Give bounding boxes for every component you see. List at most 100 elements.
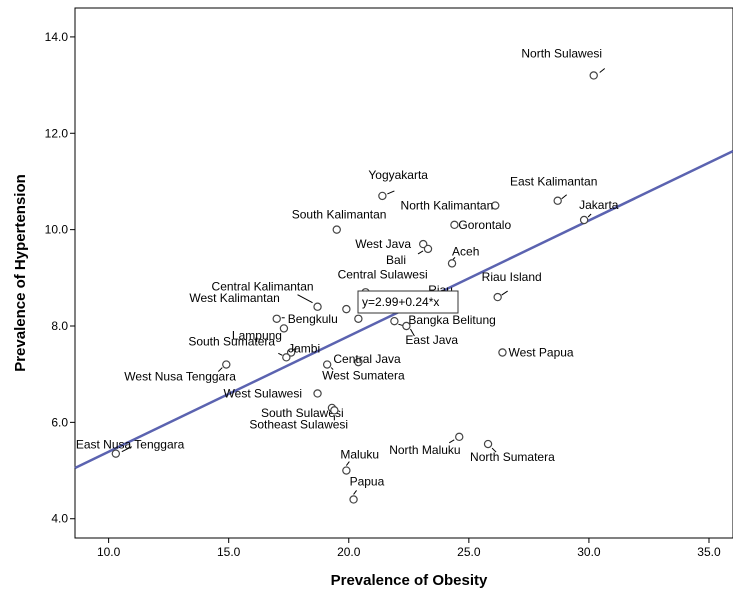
- point-marker: [313, 389, 322, 398]
- point-marker: [349, 495, 358, 504]
- point-marker: [111, 449, 121, 458]
- point-label: West Sumatera: [322, 369, 405, 383]
- point-label: Gorontalo: [458, 218, 511, 232]
- data-point: Central Kalimantan: [212, 280, 322, 311]
- point-marker: [342, 304, 351, 314]
- leader-line: [561, 194, 568, 200]
- point-marker: [402, 321, 411, 331]
- point-label: North Maluku: [389, 443, 460, 457]
- point-label: Central Sulawesi: [338, 267, 428, 281]
- data-point: North Kalimantan: [401, 199, 500, 213]
- leader-line: [278, 352, 283, 356]
- point-marker: [342, 466, 351, 475]
- point-label: East Kalimantan: [510, 175, 597, 189]
- point-label: Sotheast Sulawesi: [249, 417, 348, 431]
- data-point: Bengkulu: [272, 312, 338, 326]
- point-label: West Java: [355, 237, 411, 251]
- point-label: Yogyakarta: [368, 168, 428, 182]
- x-tick-label: 35.0: [697, 545, 721, 559]
- point-marker: [313, 302, 322, 311]
- data-point: Jakarta: [579, 198, 619, 225]
- y-tick-label: 14.0: [45, 30, 69, 44]
- point-marker: [493, 292, 502, 302]
- data-points: North Sulawesi Yogyakarta East Kalimantan N…: [76, 46, 619, 504]
- leader-line: [599, 68, 606, 73]
- point-label: North Sumatera: [470, 450, 555, 464]
- leader-line: [491, 447, 497, 453]
- leader-line: [330, 367, 334, 370]
- point-label: Papua: [350, 474, 385, 488]
- data-point: Maluku: [340, 448, 379, 475]
- y-axis-title: Prevalence of Hypertension: [12, 174, 29, 372]
- point-marker: [419, 239, 428, 249]
- data-point: West Kalimantan: [189, 291, 351, 314]
- point-marker: [378, 191, 387, 201]
- data-point: Gorontalo: [450, 218, 511, 232]
- point-marker: [354, 314, 363, 323]
- point-marker: [447, 259, 457, 268]
- leader-line: [121, 446, 133, 453]
- data-point: Bali: [386, 244, 433, 267]
- point-marker: [282, 353, 291, 362]
- point-label: West Sulawesi: [224, 386, 302, 400]
- point-marker: [455, 432, 464, 442]
- x-tick-label: 25.0: [457, 545, 481, 559]
- data-point: West Sulawesi: [224, 386, 322, 400]
- equation-label: y=2.99+0.24*x: [362, 295, 439, 309]
- point-label: West Kalimantan: [189, 291, 280, 305]
- plot-frame: [74, 7, 733, 539]
- point-marker: [332, 225, 341, 234]
- leader-line: [409, 328, 415, 337]
- point-marker: [491, 201, 500, 210]
- data-point: South Sumatera: [188, 334, 291, 362]
- data-point: North Sulawesi: [521, 46, 606, 80]
- leader-line: [345, 461, 350, 466]
- leader-line: [417, 250, 424, 255]
- point-label: South Sumatera: [188, 334, 275, 348]
- data-point: West Java: [355, 237, 428, 251]
- point-label: South Kalimantan: [292, 208, 387, 222]
- plot-area-border: [74, 7, 733, 539]
- data-point: North Maluku: [389, 432, 464, 457]
- point-label: West Papua: [508, 346, 573, 360]
- leader-line: [353, 490, 357, 495]
- point-marker: [322, 360, 332, 369]
- data-point: Papua: [349, 474, 385, 504]
- data-point: Bangka Belitung: [390, 313, 496, 328]
- data-point: Yogyakarta: [368, 168, 428, 201]
- point-label: North Sulawesi: [521, 46, 602, 60]
- point-label: Jambi: [288, 342, 320, 356]
- leader-line: [297, 294, 313, 304]
- point-label: South Sulawesi: [261, 406, 344, 420]
- point-label: Riau Island: [482, 270, 542, 284]
- point-marker: [222, 360, 231, 369]
- data-point: Jambi: [286, 342, 320, 357]
- data-point: Riau Island: [482, 270, 542, 302]
- data-point: East Nusa Tenggara: [76, 438, 185, 458]
- data-point: Sotheast Sulawesi: [249, 406, 348, 431]
- point-marker: [390, 316, 399, 326]
- point-marker: [553, 196, 562, 205]
- point-label: Bengkulu: [288, 312, 338, 326]
- leader-line: [217, 367, 223, 372]
- point-label: Maluku: [340, 448, 379, 462]
- point-label: Central Java: [333, 352, 401, 366]
- data-point: Aceh: [447, 244, 479, 268]
- point-label: Central Kalimantan: [212, 280, 314, 294]
- point-label: West Nusa Tenggara: [124, 370, 236, 384]
- data-point: West Nusa Tenggara: [124, 360, 236, 384]
- data-point: West Sumatera: [322, 360, 405, 383]
- leader-line: [452, 257, 456, 260]
- point-marker: [450, 220, 459, 230]
- axis-ticks: 10.0 15.0 20.0 25.0 30.0 35.0 4.0 6.0 8.0 10.0 12.…: [45, 30, 721, 559]
- point-marker: [354, 357, 363, 367]
- y-tick-label: 12.0: [45, 126, 69, 140]
- equation-box: [357, 290, 459, 314]
- y-tick-label: 10.0: [45, 223, 69, 237]
- point-label: North Kalimantan: [401, 199, 494, 213]
- leader-line: [587, 213, 592, 218]
- leader-line: [387, 190, 395, 195]
- point-label: Lampung: [232, 328, 282, 342]
- point-label: Jakarta: [579, 198, 619, 212]
- data-point: West Papua: [498, 346, 574, 360]
